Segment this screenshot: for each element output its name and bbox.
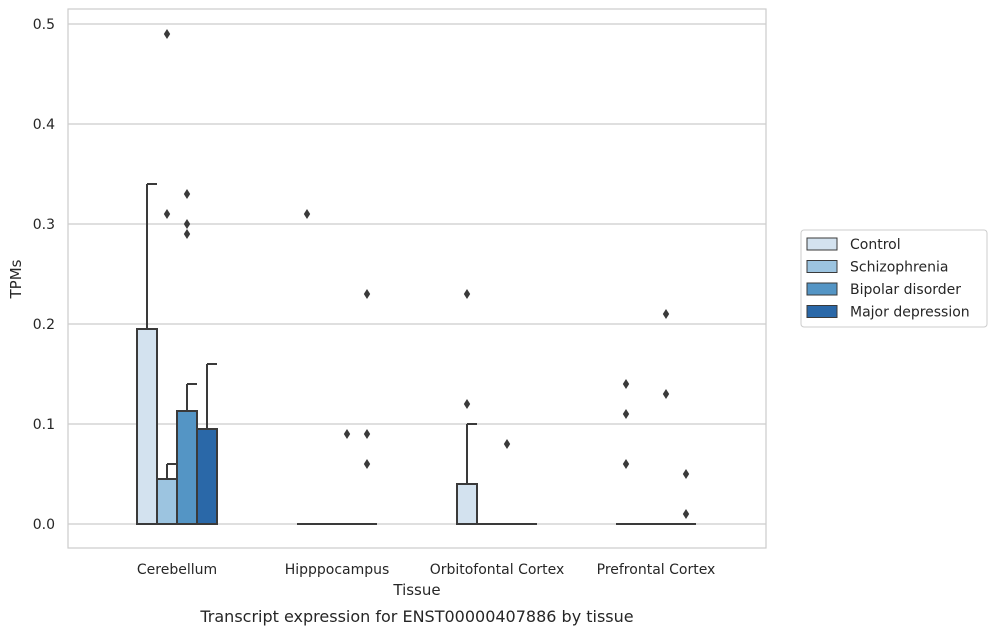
y-tick-label: 0.1 <box>33 417 55 433</box>
outlier-point <box>622 459 630 469</box>
outlier-point <box>682 509 690 519</box>
legend-swatch <box>806 260 838 273</box>
legend-label: Control <box>850 237 901 253</box>
chart-caption: Transcript expression for ENST0000040788… <box>199 607 633 626</box>
y-axis-label: TPMs <box>7 259 25 299</box>
outlier-point <box>163 209 171 219</box>
outlier-point <box>463 399 471 409</box>
x-tick-label: Cerebellum <box>137 562 217 578</box>
outlier-point <box>363 459 371 469</box>
gridlines <box>68 23 766 525</box>
legend-frame <box>800 229 988 328</box>
y-tick-label: 0.4 <box>33 117 55 133</box>
outlier-point <box>363 429 371 439</box>
y-tick-label: 0.5 <box>33 17 55 33</box>
outlier-point <box>303 209 311 219</box>
y-tick-label: 0.2 <box>33 317 55 333</box>
bar <box>156 478 178 525</box>
legend-label: Bipolar disorder <box>850 282 961 298</box>
legend: Control Schizophrenia Bipolar disorder Majo… <box>800 229 988 328</box>
legend-swatch <box>806 305 838 318</box>
plot-frame <box>67 8 767 549</box>
outlier-point <box>183 219 191 229</box>
outlier-point <box>622 379 630 389</box>
y-tick-label: 0.0 <box>33 517 55 533</box>
outliers <box>163 29 690 519</box>
outlier-point <box>503 439 511 449</box>
bar <box>456 483 478 525</box>
legend-label: Schizophrenia <box>850 260 948 276</box>
outlier-point <box>463 289 471 299</box>
x-tick-label: Hipppocampus <box>285 562 390 578</box>
outlier-point <box>183 229 191 239</box>
bar <box>136 328 158 525</box>
outlier-point <box>682 469 690 479</box>
error-bars <box>146 183 477 484</box>
legend-swatch <box>806 282 838 296</box>
outlier-point <box>343 429 351 439</box>
x-axis-ticks: Cerebellum Hipppocampus Orbitofontal Corte… <box>137 562 715 578</box>
bar <box>176 410 198 525</box>
x-axis-label: Tissue <box>392 581 440 599</box>
y-axis-ticks: 0.0 0.1 0.2 0.3 0.4 0.5 <box>33 17 55 533</box>
x-tick-label: Prefrontal Cortex <box>597 562 716 578</box>
legend-label: Major depression <box>850 305 970 321</box>
outlier-point <box>183 189 191 199</box>
outlier-point <box>163 29 171 39</box>
outlier-point <box>662 389 670 399</box>
outlier-point <box>662 309 670 319</box>
outlier-point <box>622 409 630 419</box>
legend-swatch <box>806 237 838 251</box>
x-tick-label: Orbitofontal Cortex <box>430 562 565 578</box>
y-tick-label: 0.3 <box>33 217 55 233</box>
bars <box>136 328 696 525</box>
bar <box>196 428 218 525</box>
outlier-point <box>363 289 371 299</box>
